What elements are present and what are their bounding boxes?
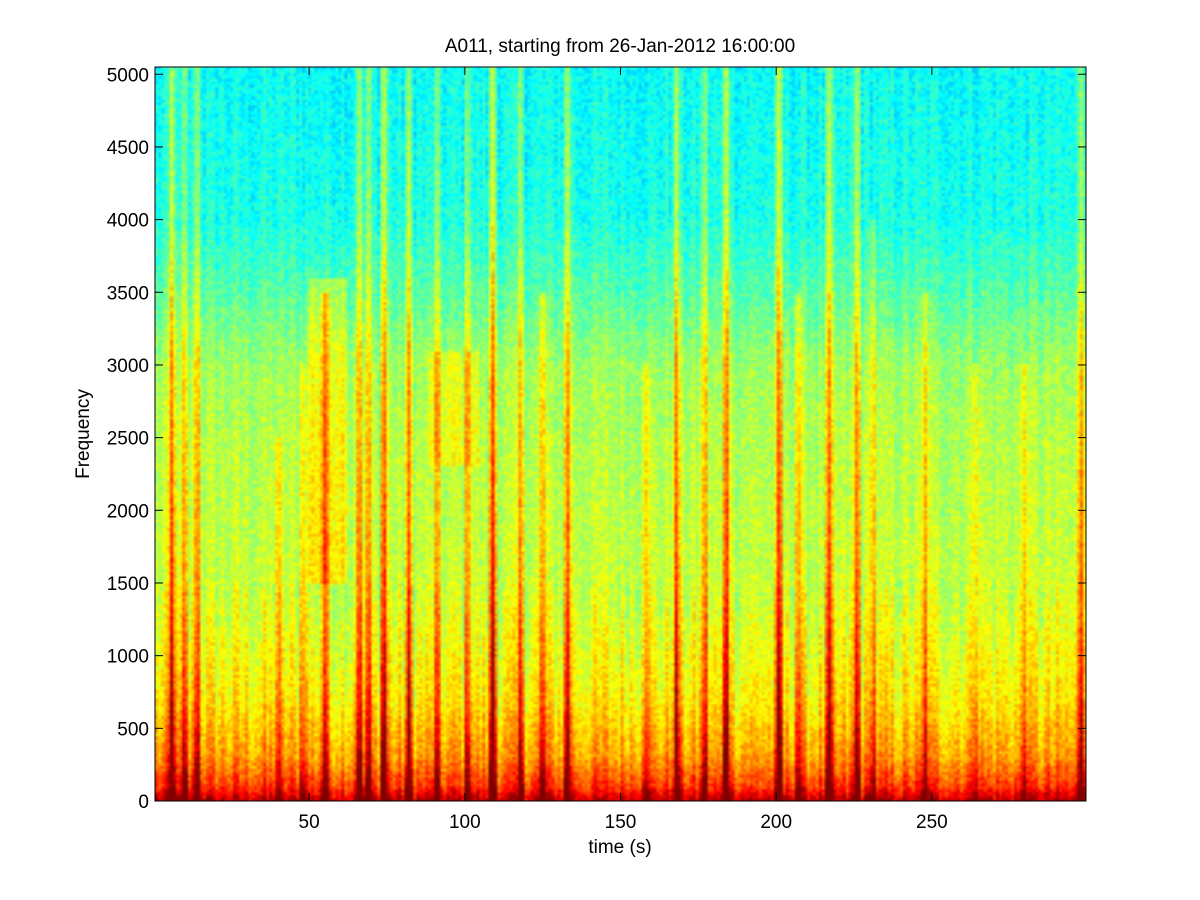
y-tick-label: 0 [138,792,149,813]
x-tick-label: 100 [449,812,481,833]
y-tick-label: 4000 [107,211,149,232]
y-tick-label: 4500 [107,138,149,159]
y-axis-ticks: 0 500 1000 1500 2000 2500 3000 3500 4000 4500 5000 [107,65,1086,813]
y-tick-label: 500 [117,719,149,740]
y-tick-label: 3000 [107,356,149,377]
y-tick-label: 2500 [107,429,149,450]
x-tick-label: 150 [605,812,637,833]
y-tick-label: 2000 [107,501,149,522]
y-tick-label: 1500 [107,574,149,595]
x-tick-label: 50 [299,812,320,833]
spectrogram-heatmap [155,67,1086,801]
chart-title: A011, starting from 26-Jan-2012 16:00:00 [445,36,795,57]
x-axis-ticks: 50 100 150 200 250 [299,67,948,833]
y-tick-label: 5000 [107,65,149,86]
x-axis-label: time (s) [588,837,651,858]
y-tick-label: 1000 [107,647,149,668]
x-tick-label: 250 [916,812,948,833]
y-axis-label: Frequency [73,389,94,479]
x-tick-label: 200 [760,812,792,833]
y-tick-label: 3500 [107,283,149,304]
